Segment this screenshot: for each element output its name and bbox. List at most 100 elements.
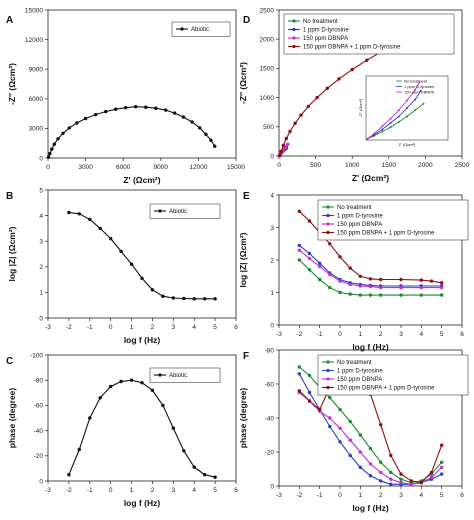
x-tick-label: 12000 bbox=[189, 164, 207, 171]
x-tick-label: 4 bbox=[192, 324, 196, 331]
y-tick-label: 1 bbox=[270, 290, 274, 297]
x-tick-label: 3 bbox=[399, 492, 403, 499]
x-tick-label: 6 bbox=[460, 331, 464, 338]
legend-box bbox=[283, 13, 455, 55]
data-point bbox=[429, 279, 434, 283]
x-tick-label: 0 bbox=[109, 487, 113, 494]
data-point bbox=[379, 423, 383, 427]
legend-entry: 150 ppm DBNPA bbox=[337, 222, 382, 228]
data-point bbox=[315, 95, 319, 100]
y-axis-label: -Z'' (Ωcm²) bbox=[238, 62, 248, 104]
y-tick-label: 9000 bbox=[29, 67, 44, 74]
data-point bbox=[399, 277, 403, 282]
y-axis-label: log |Z| (Ωcm²) bbox=[7, 226, 17, 281]
data-point bbox=[119, 249, 123, 254]
y-tick-label: 5 bbox=[39, 187, 43, 194]
data-point bbox=[172, 111, 177, 115]
legend: Abiotic bbox=[149, 367, 221, 383]
data-point bbox=[389, 482, 393, 486]
inset-data-point bbox=[389, 121, 392, 124]
data-point bbox=[409, 479, 413, 483]
data-point bbox=[190, 120, 194, 124]
legend-marker bbox=[158, 209, 162, 213]
y-tick-label: 0 bbox=[270, 483, 274, 490]
y-tick-label: 4 bbox=[270, 192, 274, 199]
series-line bbox=[298, 249, 442, 289]
x-tick-label: -1 bbox=[87, 487, 93, 494]
y-tick-label: 2500 bbox=[260, 7, 275, 14]
inset-legend-entry: 1 ppm D-tyrosine bbox=[404, 84, 435, 89]
y-tick-label: 12000 bbox=[25, 37, 43, 44]
inset-x-axis-label: Z' (Ωcm²) bbox=[399, 142, 416, 147]
data-point bbox=[181, 115, 186, 119]
y-tick-label: -60 bbox=[265, 381, 275, 388]
data-point bbox=[328, 272, 332, 277]
data-point bbox=[389, 470, 393, 475]
x-tick-label: 0 bbox=[338, 492, 342, 499]
legend: Abiotic bbox=[171, 21, 231, 37]
x-tick-label: 1500 bbox=[382, 162, 397, 169]
legend-entry: 150 ppm DBNPA + 1 ppm D-tyrosine bbox=[337, 386, 435, 392]
x-tick-label: 3000 bbox=[78, 164, 93, 171]
data-point bbox=[204, 132, 208, 136]
data-point bbox=[419, 285, 423, 290]
inset-data-point bbox=[397, 109, 400, 112]
legend-marker bbox=[326, 205, 330, 209]
y-tick-label: 2000 bbox=[260, 37, 275, 44]
y-tick-label: 6000 bbox=[29, 96, 44, 103]
legend-marker bbox=[326, 230, 330, 235]
data-point bbox=[297, 389, 301, 393]
data-point bbox=[278, 153, 282, 158]
y-tick-label: 4 bbox=[39, 213, 43, 220]
data-point bbox=[399, 472, 403, 476]
inset-data-point bbox=[414, 109, 417, 112]
data-point bbox=[350, 67, 354, 72]
data-point bbox=[203, 297, 207, 301]
data-point bbox=[140, 276, 144, 280]
x-tick-label: 6 bbox=[234, 487, 238, 494]
data-point bbox=[328, 424, 332, 429]
y-tick-label: 3 bbox=[39, 239, 43, 246]
data-point bbox=[429, 475, 434, 480]
inset-series-line bbox=[367, 82, 420, 140]
panel-label: E bbox=[243, 191, 250, 202]
data-point bbox=[358, 274, 362, 278]
data-point bbox=[150, 288, 155, 292]
data-point bbox=[213, 475, 217, 479]
x-tick-label: 5 bbox=[440, 492, 444, 499]
x-tick-label: 1 bbox=[130, 324, 134, 331]
data-point bbox=[358, 293, 362, 297]
y-tick-label: 0 bbox=[39, 155, 43, 162]
data-point bbox=[379, 479, 383, 483]
x-tick-label: 6 bbox=[234, 324, 238, 331]
plot-frame bbox=[47, 9, 237, 159]
data-point bbox=[318, 407, 322, 412]
x-axis-label: log f (Hz) bbox=[124, 498, 161, 508]
data-point bbox=[150, 388, 155, 392]
data-point bbox=[52, 142, 56, 146]
data-point bbox=[83, 116, 88, 121]
data-point bbox=[307, 390, 312, 395]
x-axis-label: log f (Hz) bbox=[352, 503, 389, 513]
data-point bbox=[365, 58, 369, 62]
data-point bbox=[348, 438, 352, 442]
data-point bbox=[338, 290, 342, 295]
x-tick-label: -3 bbox=[276, 492, 282, 499]
data-point bbox=[328, 285, 332, 290]
x-tick-label: -2 bbox=[66, 487, 72, 494]
data-point bbox=[88, 416, 92, 420]
y-tick-label: 1500 bbox=[260, 66, 275, 73]
y-axis-label: phase (degree) bbox=[238, 388, 248, 449]
data-point bbox=[440, 285, 444, 290]
data-point bbox=[161, 294, 165, 298]
data-point bbox=[318, 264, 322, 269]
x-tick-label: 0 bbox=[338, 331, 342, 338]
data-point bbox=[348, 266, 352, 270]
panel-a: A 0 3000 6000 9000 12000 15000 0 3000 6000 9000 120… bbox=[6, 7, 245, 185]
data-point bbox=[284, 136, 288, 141]
data-point bbox=[56, 137, 60, 141]
legend-entry: 1 ppm D-tyrosine bbox=[303, 28, 349, 34]
data-point bbox=[144, 105, 148, 109]
series-line bbox=[298, 259, 442, 296]
panel-label: B bbox=[6, 191, 13, 202]
